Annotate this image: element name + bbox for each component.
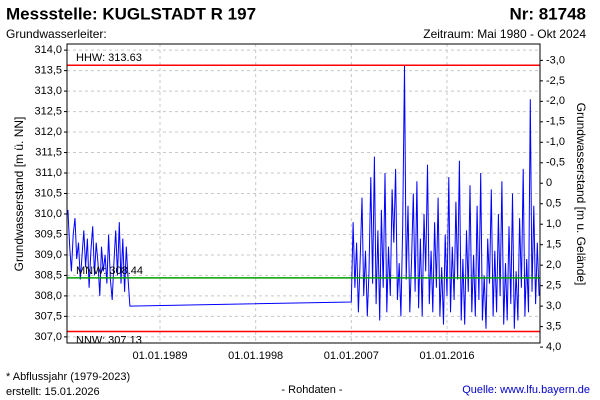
y2-tick-label: -1,0 — [546, 136, 565, 148]
station-title: Messstelle: KUGLSTADT R 197 — [6, 4, 256, 23]
footer-source: Quelle: www.lfu.bayern.de — [462, 384, 590, 396]
y2-tick-label: 2,0 — [546, 259, 561, 271]
y-tick-label: 307,5 — [34, 310, 62, 322]
y2-tick-label: 1,0 — [546, 218, 561, 230]
y2-tick-label: -2,5 — [546, 75, 565, 87]
y-tick-label: 314,0 — [34, 44, 62, 56]
y2-tick-label: -2,0 — [546, 95, 565, 107]
y-tick-label: 308,5 — [34, 269, 62, 281]
y2-tick-label: -1,5 — [546, 116, 565, 128]
y-tick-label: 312,0 — [34, 126, 62, 138]
y-tick-label: 313,0 — [34, 85, 62, 97]
y2-tick-label: 3,5 — [546, 321, 561, 333]
footer-kind: - Rohdaten - — [281, 384, 342, 396]
y2-tick-label: 0 — [546, 177, 552, 189]
y-tick-label: 309,5 — [34, 228, 62, 240]
y-tick-label: 311,5 — [35, 146, 62, 158]
y2-tick-label: 1,5 — [546, 239, 561, 251]
x-tick-label: 01.01.2016 — [419, 350, 474, 362]
reference-label: MNW: 308.44 — [76, 265, 143, 277]
y-tick-label: 310,0 — [34, 208, 62, 220]
x-tick-label: 01.01.1989 — [132, 350, 187, 362]
y-tick-label: 310,5 — [34, 187, 62, 199]
y2-tick-label: 0,5 — [546, 198, 561, 210]
plot-frame — [66, 43, 541, 344]
x-tick-label: 01.01.2007 — [324, 350, 379, 362]
reference-label: NNW: 307.13 — [76, 334, 142, 346]
y2-tick-label: 4,0 — [546, 341, 561, 353]
y-tick-label: 308,0 — [34, 290, 62, 302]
y2-axis-label: Grundwasserstand [m u. Gelände] — [574, 103, 588, 286]
aquifer: Grundwasserleiter: — [6, 27, 107, 41]
y-tick-label: 312,5 — [34, 105, 62, 117]
y-tick-label: 313,5 — [34, 65, 62, 77]
y2-tick-label: -3,0 — [546, 54, 565, 66]
y2-tick-label: 3,0 — [546, 300, 561, 312]
y-tick-label: 307,0 — [34, 331, 62, 343]
y2-tick-label: -0,5 — [546, 157, 565, 169]
footer-note: * Abflussjahr (1979-2023) — [6, 371, 130, 383]
station-number: Nr: 81748 — [509, 4, 586, 23]
period: Zeitraum: Mai 1980 - Okt 2024 — [423, 27, 586, 41]
y-tick-label: 309,0 — [34, 249, 62, 261]
footer-created: erstellt: 15.01.2026 — [6, 386, 100, 398]
y-axis-label: Grundwasserstand [m ü. NN] — [12, 117, 26, 272]
y-tick-label: 311,0 — [35, 167, 62, 179]
data-line — [67, 65, 540, 329]
x-tick-label: 01.01.1998 — [228, 350, 283, 362]
y2-tick-label: 2,5 — [546, 280, 561, 292]
reference-label: HHW: 313.63 — [76, 52, 142, 64]
